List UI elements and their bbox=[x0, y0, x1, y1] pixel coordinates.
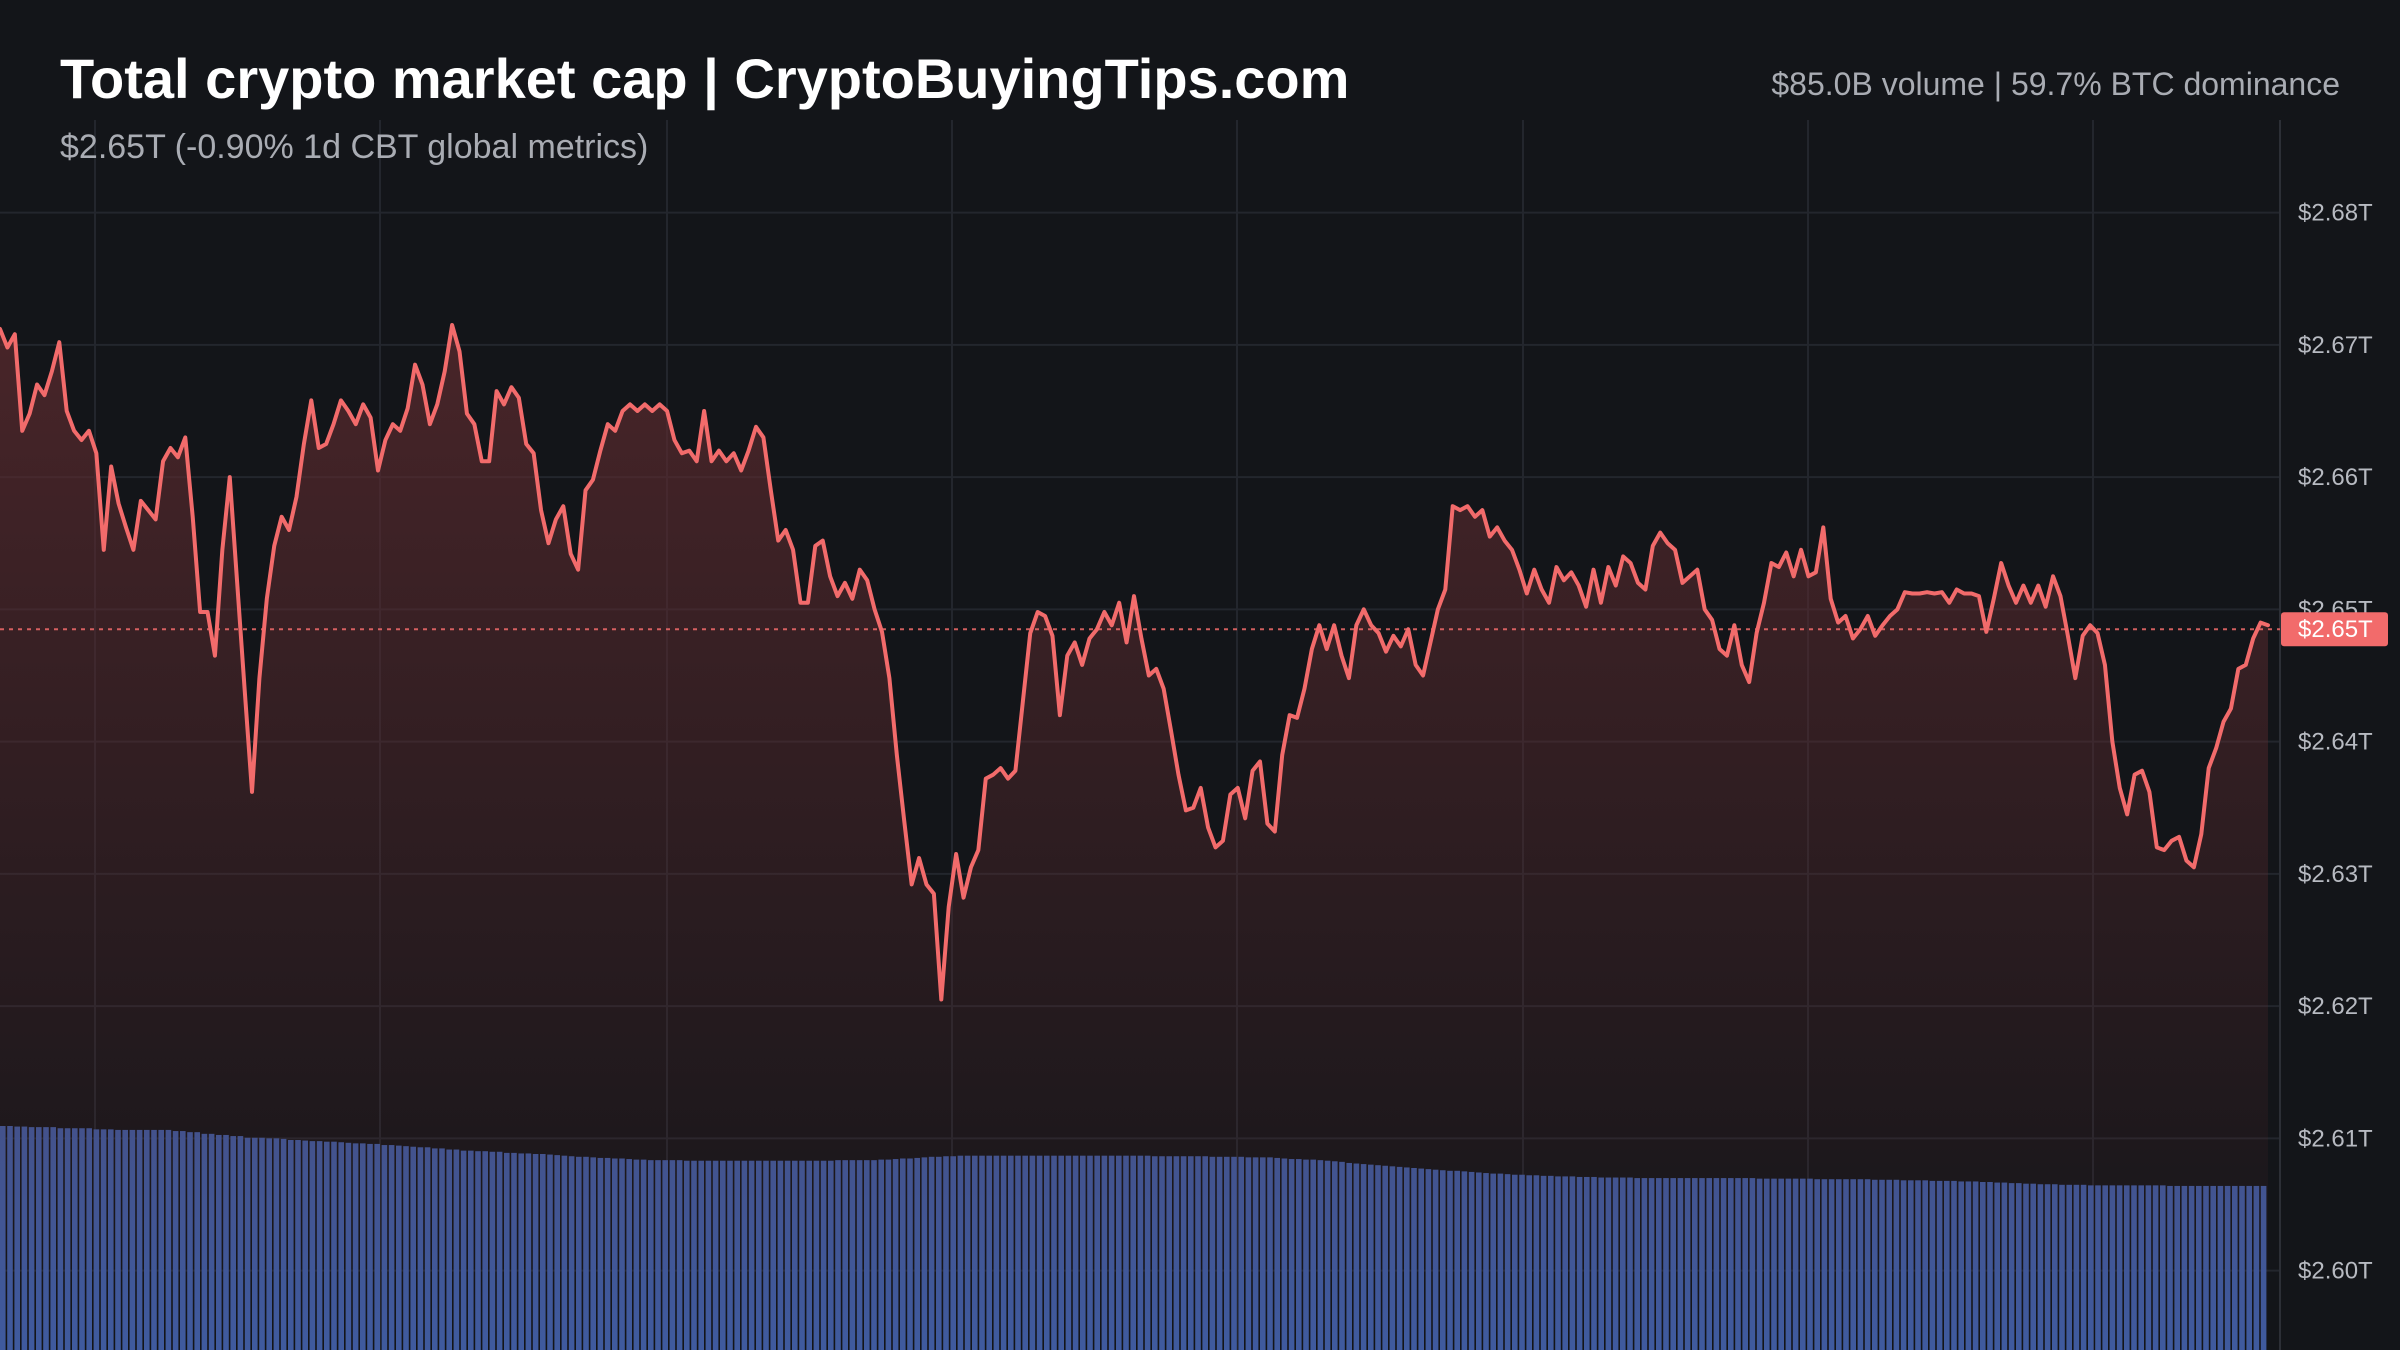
current-price-marker: $2.65T bbox=[0, 612, 2388, 647]
y-tick-label: $2.64T bbox=[2298, 729, 2373, 756]
y-tick-label: $2.60T bbox=[2298, 1258, 2373, 1285]
y-tick-label: $2.63T bbox=[2298, 861, 2373, 888]
y-axis: $2.68T $2.67T $2.66T $2.65T $2.64T $2.63T $2.6… bbox=[2298, 200, 2373, 1285]
y-tick-label: $2.67T bbox=[2298, 332, 2373, 359]
market-cap-area bbox=[0, 325, 2268, 1350]
chart-title: Total crypto market cap | CryptoBuyingTi… bbox=[60, 47, 1350, 110]
area-fill bbox=[0, 325, 2268, 1350]
chart-subtitle: $2.65T (-0.90% 1d CBT global metrics) bbox=[60, 128, 649, 166]
y-tick-label: $2.61T bbox=[2298, 1125, 2373, 1152]
y-tick-label: $2.62T bbox=[2298, 993, 2373, 1020]
series-lines bbox=[0, 323, 2270, 1002]
market-stats: $85.0B volume | 59.7% BTC dominance bbox=[1771, 66, 2340, 102]
y-tick-label: $2.66T bbox=[2298, 464, 2373, 491]
market-cap-line[interactable] bbox=[0, 323, 2270, 1002]
current-price-tag bbox=[2281, 612, 2388, 647]
current-price-label: $2.65T bbox=[2298, 616, 2373, 643]
y-tick-label: $2.68T bbox=[2298, 200, 2373, 227]
